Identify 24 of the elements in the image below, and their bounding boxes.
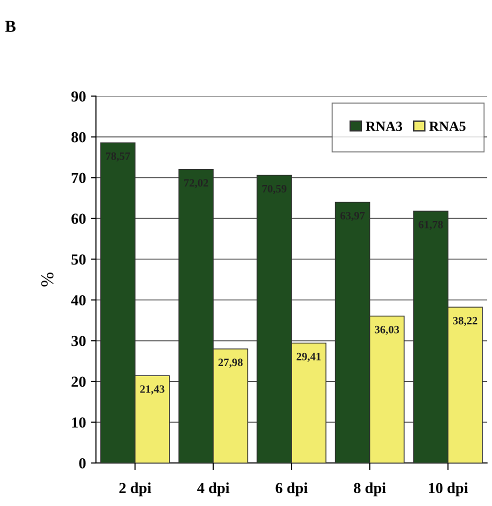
- y-tick-label: 20: [72, 376, 86, 387]
- y-tick-label: 60: [71, 214, 86, 224]
- text: B: [5, 20, 16, 32]
- x-tick-label: 8 dpi: [354, 482, 386, 496]
- legend-label: RNA5: [429, 122, 466, 131]
- x-tick-label: 10 dpi: [429, 482, 468, 496]
- data-label: 36,03: [374, 326, 400, 335]
- y-tick-label: 70: [72, 172, 86, 184]
- data-label: 21,43: [140, 385, 164, 394]
- data-label: 38,22: [453, 316, 478, 326]
- y-tick-label: 80: [71, 132, 86, 142]
- y-tick-label: 90: [71, 91, 86, 102]
- y-tick-label: 30: [72, 336, 86, 346]
- x-tick-label: 6 dpi: [276, 482, 308, 496]
- y-tick-label: 10: [72, 417, 86, 428]
- legend-label: RNA3: [366, 122, 402, 131]
- x-tick-label: 2 dpi: [119, 482, 152, 496]
- y-tick-label: 40: [71, 295, 86, 306]
- y-tick-label: 50: [72, 254, 86, 265]
- x-tick-label: 4 dpi: [197, 482, 230, 496]
- y-tick-label: 0: [79, 458, 86, 468]
- y-axis-title: %: [41, 272, 54, 286]
- data-label: 29,41: [296, 352, 321, 362]
- data-label: 27,98: [218, 358, 243, 368]
